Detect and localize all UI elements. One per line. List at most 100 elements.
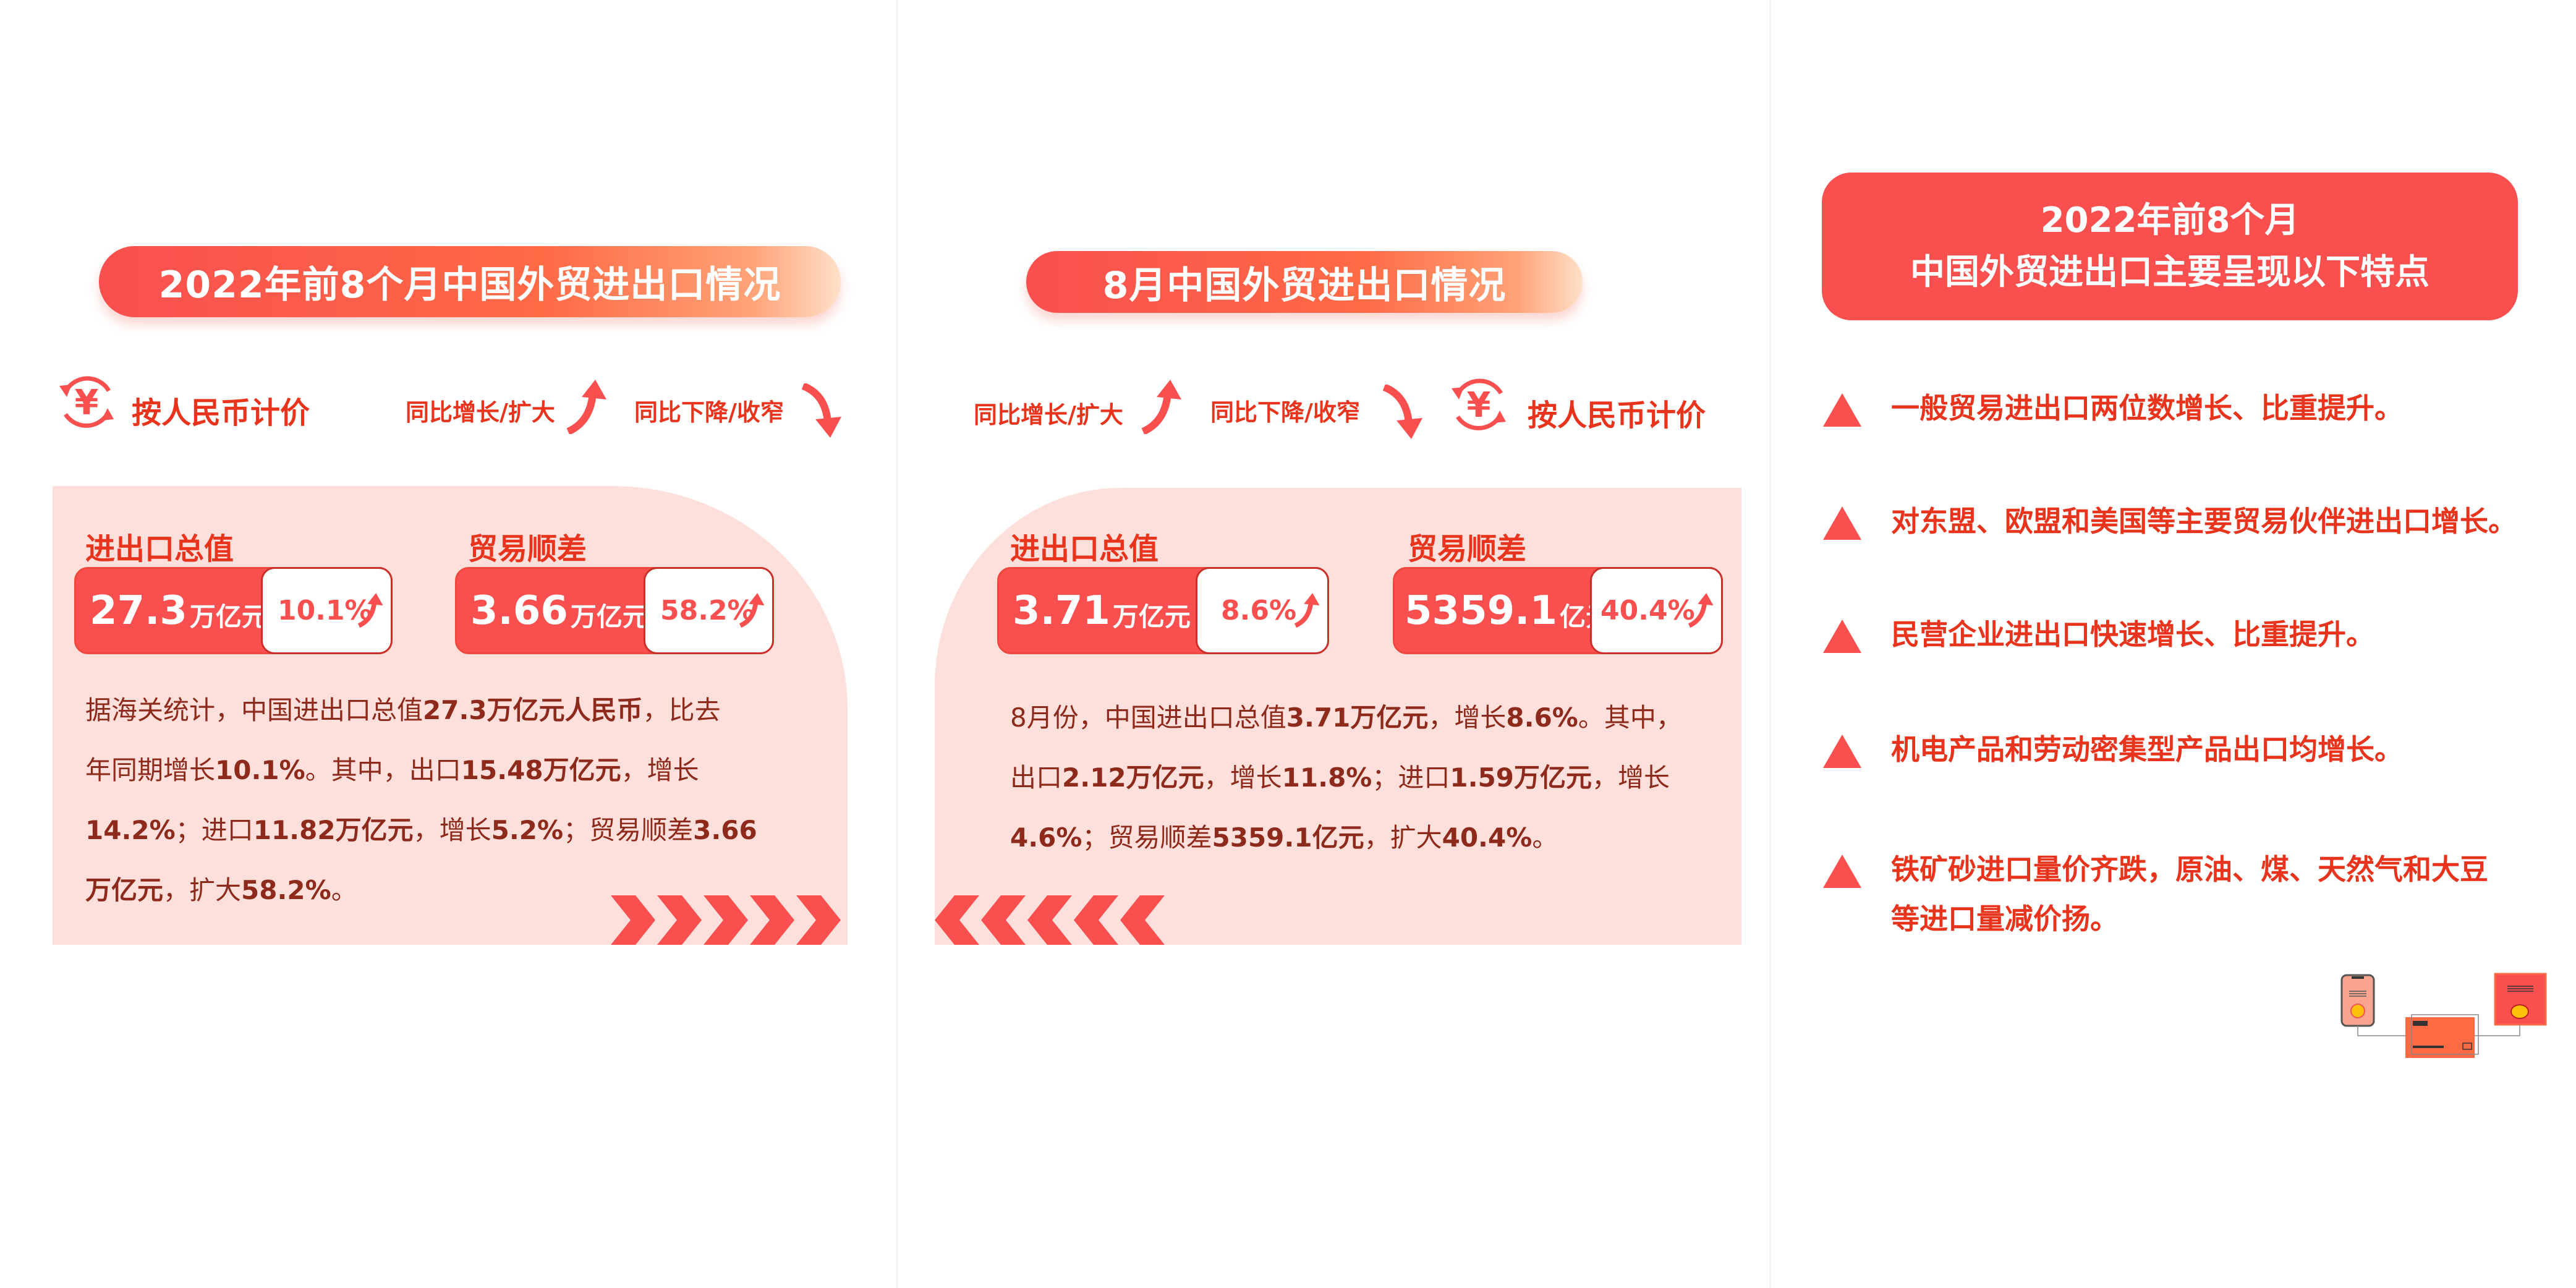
feature-item: 对东盟、欧盟和美国等主要贸易伙伴进出口增长。 bbox=[1823, 504, 2517, 546]
arrow-up-icon bbox=[1294, 592, 1320, 628]
text-segment: ；贸易顺差 bbox=[563, 815, 694, 845]
payment-illustration bbox=[2340, 973, 2547, 1058]
surplus-value: 3.66 bbox=[470, 587, 568, 634]
text-segment: ；贸易顺差 bbox=[1082, 822, 1212, 853]
description-line: 年同期增长10.1%。其中，出口15.48万亿元，增长 bbox=[85, 740, 757, 800]
down-legend-label: 同比下降/收窄 bbox=[1210, 399, 1360, 426]
triangle-bullet-icon bbox=[1823, 855, 1861, 888]
feature-text: 对东盟、欧盟和美国等主要贸易伙伴进出口增长。 bbox=[1891, 497, 2517, 546]
feature-text-line: 一般贸易进出口两位数增长、比重提升。 bbox=[1891, 391, 2403, 425]
surplus-unit: 万亿元 bbox=[570, 602, 648, 632]
text-segment: ；进口 bbox=[1372, 762, 1450, 793]
chevrons-left-decoration bbox=[935, 895, 1165, 945]
text-segment: ，扩大 bbox=[1364, 822, 1442, 853]
text-segment: ，增长 bbox=[413, 815, 491, 845]
highlight-figure: 40.4% bbox=[1442, 822, 1532, 853]
feature-text-line: 等进口量减价扬。 bbox=[1891, 902, 2119, 936]
highlight-figure: 58.2% bbox=[241, 875, 331, 905]
total-value: 3.71 bbox=[1013, 587, 1110, 634]
highlight-figure: 4.6% bbox=[1010, 822, 1082, 853]
description-line: 出口2.12万亿元，增长11.8%；进口1.59万亿元，增长 bbox=[1010, 748, 1682, 808]
text-segment: ，增长 bbox=[1428, 702, 1507, 733]
text-segment: ，增长 bbox=[621, 755, 699, 785]
highlight-figure: 3.66 bbox=[693, 815, 757, 845]
left-description: 据海关统计，中国进出口总值27.3万亿元人民币，比去 年同期增长10.1%。其中，… bbox=[85, 680, 757, 920]
text-segment: 。其中，出口 bbox=[305, 755, 461, 785]
highlight-figure: 10.1% bbox=[215, 755, 305, 785]
description-line: 据海关统计，中国进出口总值27.3万亿元人民币，比去 bbox=[85, 680, 757, 740]
description-line: 4.6%；贸易顺差5359.1亿元，扩大40.4%。 bbox=[1010, 808, 1682, 868]
svg-text:¥: ¥ bbox=[1467, 385, 1491, 425]
text-segment: ，增长 bbox=[1592, 762, 1670, 793]
text-segment: 。其中， bbox=[1578, 702, 1682, 733]
text-segment: ；进口 bbox=[175, 815, 253, 845]
text-segment: ，扩大 bbox=[163, 875, 242, 905]
highlight-figure: 8.6% bbox=[1506, 702, 1578, 733]
surplus-value-box: 5359.1 亿元 40.4% bbox=[1393, 567, 1723, 654]
up-legend-label: 同比增长/扩大 bbox=[406, 399, 555, 426]
total-change: 10.1% bbox=[278, 595, 372, 626]
features-title-line1: 2022年前8个月 bbox=[2040, 200, 2300, 241]
rmb-label: 按人民币计价 bbox=[132, 396, 310, 430]
triangle-bullet-icon bbox=[1823, 506, 1861, 540]
feature-text: 一般贸易进出口两位数增长、比重提升。 bbox=[1891, 383, 2403, 433]
text-segment: 8月份，中国进出口总值 bbox=[1010, 702, 1286, 733]
arrow-up-icon bbox=[1688, 592, 1714, 628]
text-segment: 出口 bbox=[1010, 762, 1063, 793]
chevrons-right-decoration bbox=[611, 895, 841, 945]
feature-item: 一般贸易进出口两位数增长、比重提升。 bbox=[1823, 391, 2403, 433]
rmb-icon: ¥ bbox=[1452, 378, 1506, 430]
feature-item: 铁矿砂进口量价齐跌，原油、煤、天然气和大豆 等进口量减价扬。 bbox=[1823, 852, 2488, 944]
column-divider bbox=[1769, 0, 1771, 1288]
feature-text-line: 机电产品和劳动密集型产品出口均增长。 bbox=[1891, 733, 2403, 766]
description-line: 万亿元，扩大58.2%。 bbox=[85, 860, 757, 920]
svg-text:¥: ¥ bbox=[75, 383, 99, 423]
rmb-label: 按人民币计价 bbox=[1528, 398, 1706, 433]
highlight-figure: 万亿元 bbox=[85, 875, 164, 905]
surplus-change: 58.2% bbox=[660, 595, 755, 626]
feature-text-line: 对东盟、欧盟和美国等主要贸易伙伴进出口增长。 bbox=[1891, 505, 2517, 538]
total-label: 进出口总值 bbox=[85, 532, 234, 566]
text-segment: 据海关统计，中国进出口总值 bbox=[85, 695, 423, 725]
left-title: 2022年前8个月中国外贸进出口情况 bbox=[99, 246, 841, 317]
highlight-figure: 5359.1亿元 bbox=[1212, 822, 1364, 853]
total-value: 27.3 bbox=[90, 587, 187, 634]
arrow-up-icon bbox=[1141, 380, 1181, 434]
middle-title: 8月中国外贸进出口情况 bbox=[1026, 251, 1583, 313]
column-divider bbox=[896, 0, 898, 1288]
text-segment: ，比去 bbox=[642, 695, 721, 725]
feature-text: 铁矿砂进口量价齐跌，原油、煤、天然气和大豆 等进口量减价扬。 bbox=[1891, 845, 2488, 944]
triangle-bullet-icon bbox=[1823, 393, 1861, 427]
highlight-figure: 3.71万亿元 bbox=[1286, 702, 1429, 733]
triangle-bullet-icon bbox=[1823, 620, 1861, 653]
arrow-down-icon bbox=[1382, 385, 1422, 439]
feature-item: 机电产品和劳动密集型产品出口均增长。 bbox=[1823, 732, 2403, 774]
features-header: 2022年前8个月 中国外贸进出口主要呈现以下特点 bbox=[1822, 173, 2518, 320]
text-segment: 。 bbox=[1532, 822, 1558, 853]
features-title-line2: 中国外贸进出口主要呈现以下特点 bbox=[1910, 252, 2429, 292]
surplus-label: 贸易顺差 bbox=[1408, 532, 1527, 566]
total-value-box: 3.71 万亿元 8.6% bbox=[997, 567, 1329, 654]
surplus-label: 贸易顺差 bbox=[468, 532, 587, 566]
total-label: 进出口总值 bbox=[1010, 532, 1159, 566]
arrow-up-icon bbox=[739, 592, 765, 628]
feature-text: 机电产品和劳动密集型产品出口均增长。 bbox=[1891, 725, 2403, 774]
arrow-up-icon bbox=[566, 380, 606, 434]
surplus-value-box: 3.66 万亿元 58.2% bbox=[455, 567, 774, 654]
highlight-figure: 2.12万亿元 bbox=[1062, 762, 1204, 793]
description-line: 14.2%；进口11.82万亿元，增长5.2%；贸易顺差3.66 bbox=[85, 800, 757, 860]
rmb-icon: ¥ bbox=[59, 376, 114, 428]
highlight-figure: 1.59万亿元 bbox=[1450, 762, 1592, 793]
text-segment: ，增长 bbox=[1204, 762, 1282, 793]
up-legend-label: 同比增长/扩大 bbox=[974, 401, 1123, 429]
total-change: 8.6% bbox=[1221, 595, 1297, 626]
highlight-figure: 27.3万亿元人民币 bbox=[423, 695, 643, 725]
feature-text-line: 铁矿砂进口量价齐跌，原油、煤、天然气和大豆 bbox=[1891, 853, 2488, 886]
arrow-down-icon bbox=[801, 383, 841, 438]
surplus-value: 5359.1 bbox=[1405, 587, 1557, 634]
text-segment: 年同期增长 bbox=[85, 755, 216, 785]
feature-text-line: 民营企业进出口快速增长、比重提升。 bbox=[1891, 618, 2374, 651]
left-summary-panel bbox=[53, 486, 848, 945]
triangle-bullet-icon bbox=[1823, 735, 1861, 768]
middle-description: 8月份，中国进出口总值3.71万亿元，增长8.6%。其中， 出口2.12万亿元，增… bbox=[1010, 688, 1682, 868]
